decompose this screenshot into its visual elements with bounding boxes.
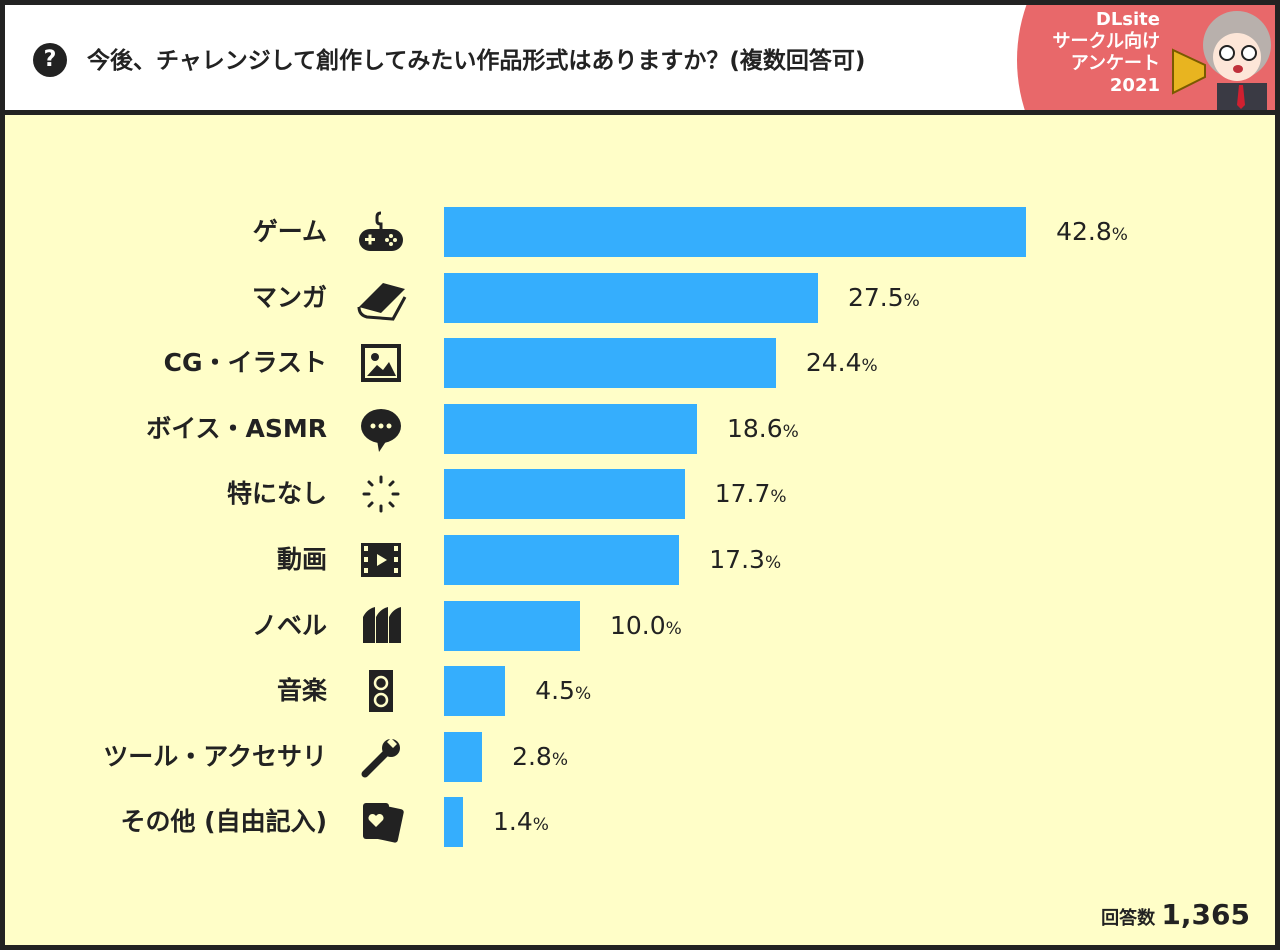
bar-row: 動画 17.3% <box>5 535 1275 585</box>
value-label: 17.3% <box>709 535 781 588</box>
value-unit: % <box>861 356 878 377</box>
value-number: 18.6 <box>726 413 783 443</box>
bar <box>444 666 506 717</box>
value-unit: % <box>551 749 568 770</box>
bar-row: 特になし 17.7% <box>5 469 1275 522</box>
category-label: ボイス・ASMR <box>146 413 327 443</box>
value-label: 2.8% <box>512 732 568 785</box>
category-label: その他 (自由記入) <box>120 807 327 837</box>
value-label: 4.5% <box>535 666 591 719</box>
value-label: 42.8% <box>1056 207 1128 260</box>
chart-panel: ゲーム 42.8% マンガ 27.5% CG・イラスト 24.4% ボイス・ASMR … <box>5 115 1275 945</box>
speech-bubble-icon <box>361 408 401 452</box>
value-number: 10.0 <box>610 610 666 640</box>
value-label: 1.4% <box>493 797 549 850</box>
bar-row: ゲーム 42.8% <box>5 207 1275 257</box>
value-unit: % <box>782 421 799 442</box>
value-number: 4.5 <box>535 676 575 706</box>
value-unit: % <box>903 290 920 311</box>
bar <box>444 731 483 782</box>
bar <box>444 797 464 848</box>
bar <box>444 600 580 651</box>
category-label: マンガ <box>251 282 327 312</box>
value-label: 27.5% <box>848 273 920 326</box>
film-icon <box>361 543 401 577</box>
value-number: 24.4 <box>805 348 862 378</box>
bar <box>444 469 685 520</box>
books-icon <box>363 606 401 643</box>
response-count-label: 回答数 <box>1101 908 1156 929</box>
response-count-value: 1,365 <box>1161 898 1250 931</box>
bar-row: ツール・アクセサリ 2.8% <box>5 731 1275 785</box>
cards-icon <box>363 803 404 843</box>
bar <box>444 207 1027 257</box>
loading-icon <box>362 475 400 513</box>
badge-text: DLsite サークル向け アンケート 2021 <box>1053 9 1160 97</box>
value-label: 18.6% <box>727 404 799 457</box>
response-count: 回答数 1,365 <box>1101 898 1250 931</box>
bar-row: CG・イラスト 24.4% <box>5 338 1275 391</box>
bar-row: ボイス・ASMR 18.6% <box>5 403 1275 457</box>
value-unit: % <box>1111 225 1128 245</box>
value-number: 42.8 <box>1056 217 1112 246</box>
category-label: 音楽 <box>276 676 327 706</box>
bar-row: マンガ 27.5% <box>5 272 1275 326</box>
book-icon <box>357 282 407 321</box>
value-number: 2.8 <box>512 741 552 771</box>
badge-line: サークル向け <box>1052 31 1160 52</box>
category-label: ゲーム <box>252 217 327 246</box>
category-label: ツール・アクセサリ <box>103 741 327 771</box>
value-label: 24.4% <box>806 338 878 391</box>
category-label: ノベル <box>251 610 327 640</box>
bar-row: 音楽 4.5% <box>5 666 1275 719</box>
value-number: 17.3 <box>709 545 765 574</box>
category-label: CG・イラスト <box>163 348 327 378</box>
bar-row: ノベル 10.0% <box>5 600 1275 654</box>
gamepad-icon <box>359 211 403 251</box>
picture-icon <box>361 344 401 383</box>
wrench-icon <box>361 737 400 778</box>
value-unit: % <box>770 487 787 508</box>
bar <box>444 403 697 454</box>
badge-line: アンケート <box>1070 53 1160 74</box>
bar <box>444 338 776 389</box>
bar <box>444 535 680 585</box>
badge-line: DLsite <box>1095 9 1160 30</box>
value-unit: % <box>574 684 592 705</box>
speaker-icon <box>369 670 393 713</box>
value-label: 17.7% <box>715 469 787 522</box>
chart-title: 今後、チャレンジして創作してみたい作品形式はありますか？(複数回答可) <box>87 48 866 74</box>
header: ? 今後、チャレンジして創作してみたい作品形式はありますか？(複数回答可) DL… <box>5 5 1275 110</box>
mascot-illustration <box>1172 11 1271 110</box>
value-number: 17.7 <box>714 479 771 509</box>
badge-line: 2021 <box>1109 75 1160 96</box>
value-number: 1.4 <box>493 807 533 837</box>
category-label: 特になし <box>226 479 327 509</box>
value-unit: % <box>764 553 782 573</box>
question-icon: ? <box>33 43 67 77</box>
bar-row: その他 (自由記入) 1.4% <box>5 797 1275 850</box>
value-label: 10.0% <box>610 601 682 654</box>
value-number: 27.5 <box>848 282 904 312</box>
value-unit: % <box>665 618 682 639</box>
category-label: 動画 <box>276 545 327 574</box>
value-unit: % <box>532 815 549 836</box>
bar <box>444 272 818 323</box>
